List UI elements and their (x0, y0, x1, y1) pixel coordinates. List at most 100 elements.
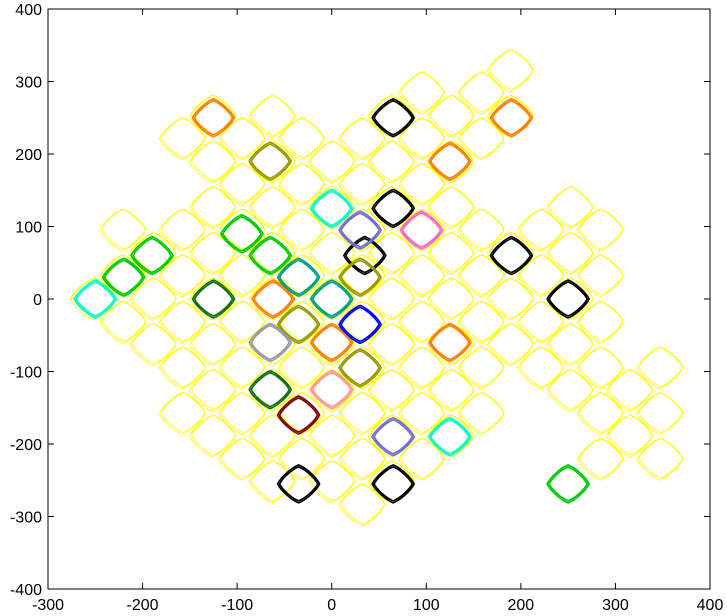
contour-marker (636, 392, 684, 435)
contour-marker (489, 97, 534, 138)
contour-marker (189, 368, 236, 412)
contour-marker (487, 49, 534, 93)
contour-marker (278, 437, 325, 481)
contour-marker (308, 414, 356, 458)
contour-marker (158, 254, 206, 298)
contour-marker (251, 279, 295, 319)
contour-marker (189, 231, 236, 275)
contour-marker (399, 210, 444, 250)
contour-marker (636, 437, 684, 481)
contour-marker (606, 414, 654, 458)
contour-marker (218, 300, 266, 344)
contour-marker (517, 300, 565, 344)
contour-marker (636, 346, 684, 390)
contour-marker (130, 235, 174, 276)
x-tick-label: -100 (221, 597, 253, 614)
contour-marker (99, 208, 147, 252)
contour-marker (576, 300, 624, 344)
contour-marker (398, 163, 445, 206)
x-tick-label: 0 (327, 597, 336, 614)
contour-marker (546, 464, 591, 504)
contour-marker (189, 186, 236, 230)
contour-marker (219, 213, 264, 254)
contour-marker (129, 277, 177, 321)
contour-marker (546, 279, 591, 319)
contour-marker (487, 323, 534, 367)
contour-marker (398, 300, 445, 344)
contour-marker (338, 210, 382, 250)
contour-marker (158, 208, 206, 252)
contour-marker (158, 346, 206, 390)
contour-marker (457, 254, 505, 298)
contour-marker (576, 437, 624, 481)
contour-marker (371, 416, 416, 457)
contour-marker (191, 279, 236, 319)
contour-marker (576, 208, 624, 252)
contour-marker (248, 141, 293, 182)
contour-marker (338, 437, 386, 481)
contour-marker (457, 71, 505, 115)
contour-marker (398, 254, 445, 298)
contour-marker (489, 235, 534, 276)
contour-marker (276, 464, 321, 504)
contour-marker (517, 254, 565, 298)
contour-marker (308, 140, 356, 184)
contour-marker (338, 304, 382, 345)
contour-marker (218, 163, 266, 206)
contour-marker (158, 392, 206, 435)
contour-marker (338, 483, 386, 527)
contour-marker (338, 257, 382, 298)
x-tick-label: 300 (602, 597, 629, 614)
contour-marker (308, 460, 356, 504)
contour-marker (189, 414, 236, 458)
contour-marker (398, 346, 445, 390)
contour-marker (218, 254, 266, 298)
contour-marker (309, 188, 354, 229)
contour-marker (427, 231, 475, 275)
y-tick-label: 200 (15, 147, 42, 164)
contour-marker (546, 231, 594, 275)
contour-marker (398, 71, 445, 115)
contour-marker (278, 163, 325, 206)
contour-marker (278, 346, 325, 390)
y-tick-label: -300 (10, 510, 42, 527)
contour-marker (248, 186, 296, 230)
x-tick-label: 100 (413, 597, 440, 614)
y-tick-label: 100 (15, 220, 42, 237)
contour-marker (276, 304, 321, 345)
x-tick-label: -300 (32, 597, 64, 614)
contour-marker (371, 97, 416, 138)
contour-marker (428, 322, 472, 363)
contour-marker (248, 322, 293, 363)
contour-marker (248, 235, 293, 276)
contour-marker (158, 117, 206, 161)
contour-marker (248, 460, 296, 504)
contour-marker (546, 323, 594, 367)
contour-marker (338, 117, 386, 161)
contour-marker (576, 346, 624, 390)
contour-marker (99, 300, 147, 344)
contour-marker (367, 140, 415, 184)
contour-marker (487, 277, 534, 321)
contour-marker (371, 188, 416, 229)
x-tick-label: 200 (508, 597, 535, 614)
contour-marker (517, 346, 565, 390)
contour-marker (248, 369, 293, 410)
contour-marker (276, 257, 321, 298)
contour-marker (308, 231, 356, 275)
contour-marker (576, 392, 624, 435)
contour-marker (218, 437, 266, 481)
y-tick-label: 300 (15, 75, 42, 92)
contour-marker (427, 368, 475, 412)
contour-marker (457, 392, 505, 435)
contour-marker (427, 186, 475, 230)
contour-marker (367, 368, 415, 412)
y-tick-label: 0 (33, 292, 42, 309)
contour-marker (367, 231, 415, 275)
y-tick-label: -400 (10, 582, 42, 599)
contour-marker (248, 94, 296, 138)
contour-marker (248, 414, 296, 458)
contour-marker (189, 140, 236, 184)
